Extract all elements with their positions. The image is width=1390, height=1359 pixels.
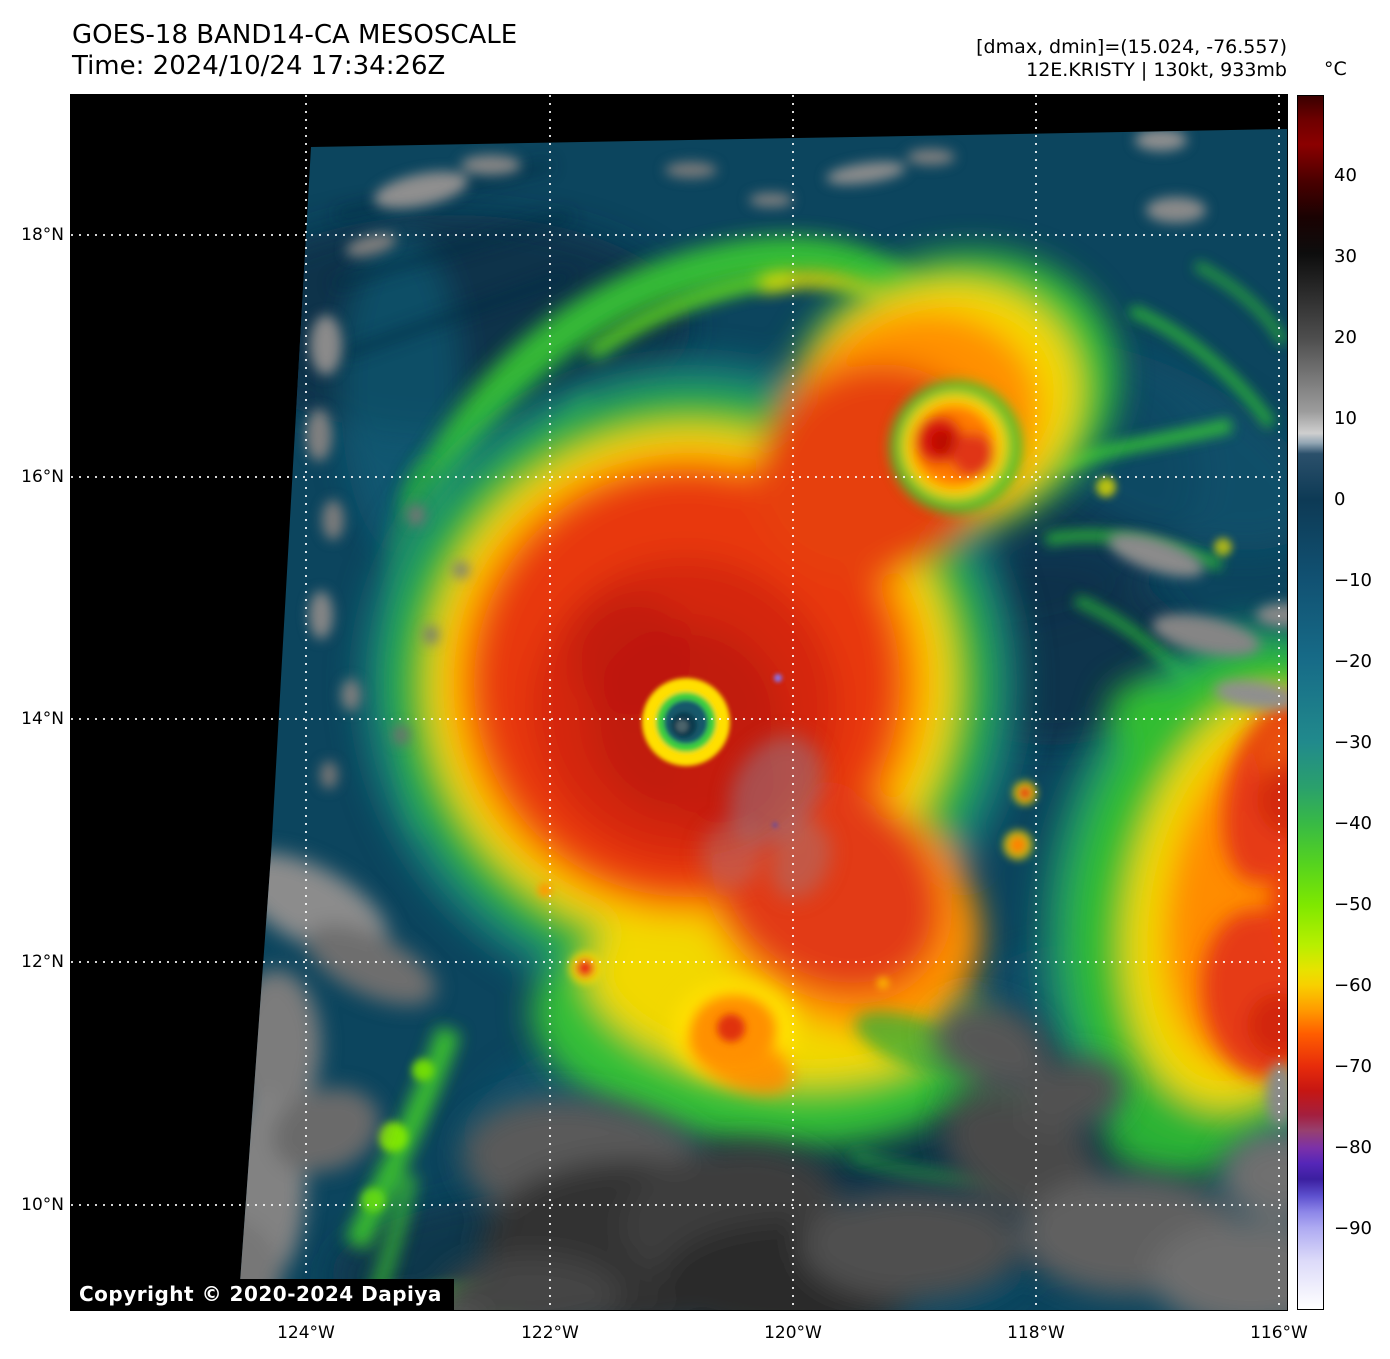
colorbar-tick-label: 20 <box>1334 327 1357 348</box>
colorbar-tick-label: −30 <box>1334 732 1372 753</box>
colorbar-tick-label: 40 <box>1334 165 1357 186</box>
lat-tick-label: 12°N <box>21 952 64 972</box>
colorbar-tick-label: −60 <box>1334 975 1372 996</box>
lat-tick-label: 10°N <box>21 1195 64 1215</box>
lat-tick-label: 18°N <box>21 225 64 245</box>
copyright-badge: Copyright © 2020-2024 Dapiya <box>71 1279 454 1310</box>
colorbar-tick-label: 0 <box>1334 489 1346 510</box>
colorbar-tick-label: −20 <box>1334 651 1372 672</box>
dmax-dmin-readout: [dmax, dmin]=(15.024, -76.557) <box>976 36 1287 58</box>
colorbar-tick-label: −40 <box>1334 813 1372 834</box>
colorbar-tick-label: −50 <box>1334 894 1372 915</box>
colorbar-tick-label: −80 <box>1334 1137 1372 1158</box>
colorbar-tick-label: −10 <box>1334 570 1372 591</box>
storm-info-readout: 12E.KRISTY | 130kt, 933mb <box>1026 59 1287 81</box>
lon-tick-label: 116°W <box>1250 1323 1308 1343</box>
title-line2: Time: 2024/10/24 17:34:26Z <box>72 51 446 81</box>
lon-tick-label: 118°W <box>1007 1323 1065 1343</box>
lon-tick-label: 120°W <box>764 1323 822 1343</box>
colorbar-tick-label: 10 <box>1334 408 1357 429</box>
lat-tick-label: 16°N <box>21 467 64 487</box>
colorbar-tick-label: −90 <box>1334 1218 1372 1239</box>
data-swath <box>238 129 1287 1310</box>
satellite-imagery <box>71 95 1287 1310</box>
lat-tick-label: 14°N <box>21 709 64 729</box>
lon-tick-label: 124°W <box>277 1323 335 1343</box>
colorbar-unit-label: °C <box>1324 58 1347 80</box>
graticule-gridlines <box>71 95 1287 1310</box>
image-title: GOES-18 BAND14-CA MESOSCALE Time: 2024/10… <box>72 20 517 82</box>
header-annotations: [dmax, dmin]=(15.024, -76.557) 12E.KRISTY… <box>976 36 1287 82</box>
satellite-map-area: Copyright © 2020-2024 Dapiya <box>70 94 1288 1311</box>
colorbar-tick-label: −70 <box>1334 1056 1372 1077</box>
title-line1: GOES-18 BAND14-CA MESOSCALE <box>72 20 518 50</box>
lon-tick-label: 122°W <box>521 1323 579 1343</box>
colorbar <box>1297 95 1324 1310</box>
colorbar-tick-label: 30 <box>1334 246 1357 267</box>
